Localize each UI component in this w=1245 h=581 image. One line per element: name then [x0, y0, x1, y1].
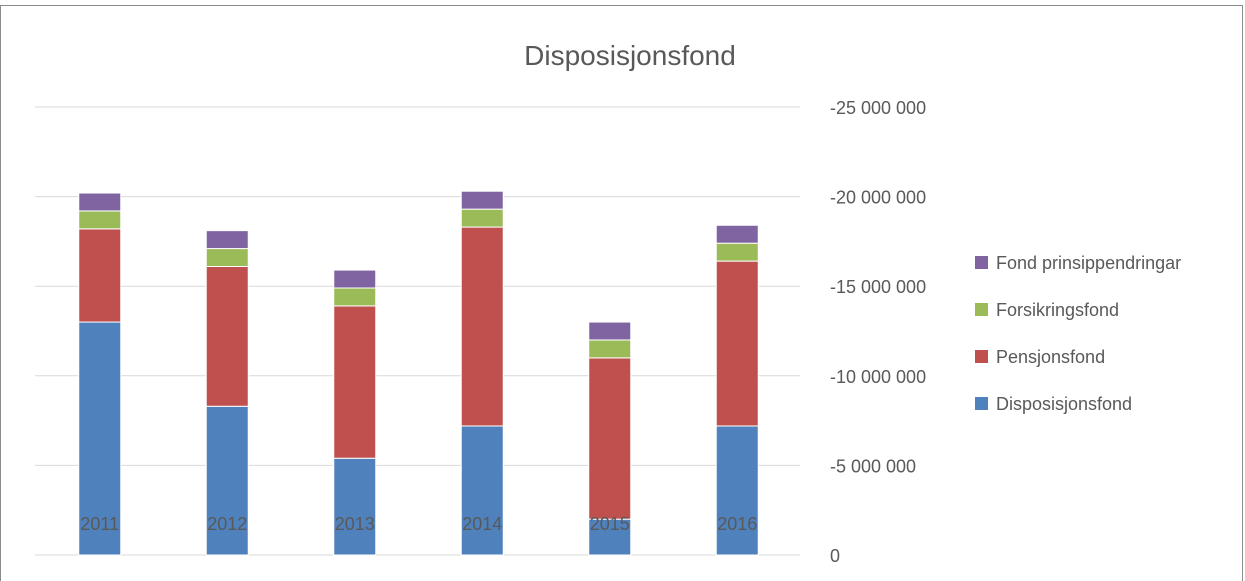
y-tick-label: -15 000 000 — [830, 277, 926, 297]
legend-swatch — [975, 397, 988, 410]
category-label: 2014 — [462, 514, 502, 534]
y-tick-label: -10 000 000 — [830, 367, 926, 387]
gridlines — [35, 106, 800, 556]
bar-segment — [460, 208, 504, 228]
category-label: 2016 — [717, 514, 757, 534]
chart-title: Disposisjonsfond — [524, 40, 736, 71]
bar-segment — [333, 305, 377, 459]
y-tick-label: -5 000 000 — [830, 456, 916, 476]
bar-segment — [205, 405, 249, 556]
bar-segment — [715, 224, 759, 244]
y-tick-label: -25 000 000 — [830, 98, 926, 118]
bar-segment — [588, 339, 632, 359]
legend-swatch — [975, 256, 988, 269]
bar-segment — [333, 287, 377, 307]
bar-segment — [333, 269, 377, 289]
legend-swatch — [975, 350, 988, 363]
legend-label: Fond prinsippendringar — [996, 253, 1181, 273]
bar-segment — [78, 228, 122, 323]
category-label: 2015 — [590, 514, 630, 534]
bar-segment — [588, 357, 632, 520]
bar-segment — [78, 210, 122, 230]
legend-label: Disposisjonsfond — [996, 394, 1132, 414]
bars — [78, 190, 759, 556]
bar-segment — [715, 242, 759, 262]
bar-segment — [205, 230, 249, 250]
bar-segment — [205, 265, 249, 407]
legend: Fond prinsippendringar Forsikringsfond Pen… — [975, 253, 1181, 414]
bar-segment — [715, 425, 759, 556]
legend-label: Forsikringsfond — [996, 300, 1119, 320]
legend-label: Pensjonsfond — [996, 347, 1105, 367]
bar-segment — [205, 248, 249, 267]
category-label: 2012 — [207, 514, 247, 534]
bar-segment — [78, 192, 122, 212]
bar-segment — [333, 457, 377, 556]
y-axis-ticks: 0 -5 000 000 -10 000 000 -15 000 000 -20 000… — [830, 98, 926, 566]
bar-segment — [588, 518, 632, 556]
bar-segment — [715, 260, 759, 427]
chart-border — [0, 5, 1243, 581]
category-labels: 2011 2012 2013 2014 2015 2016 — [80, 514, 757, 534]
category-label: 2013 — [335, 514, 375, 534]
bar-segment — [460, 226, 504, 427]
bar-segment — [588, 321, 632, 341]
bar-segment — [460, 425, 504, 556]
legend-swatch — [975, 303, 988, 316]
y-tick-label: -20 000 000 — [830, 188, 926, 208]
y-tick-label: 0 — [830, 546, 840, 566]
bar-segment — [78, 321, 122, 556]
bar-segment — [460, 190, 504, 210]
category-label: 2011 — [80, 514, 119, 534]
